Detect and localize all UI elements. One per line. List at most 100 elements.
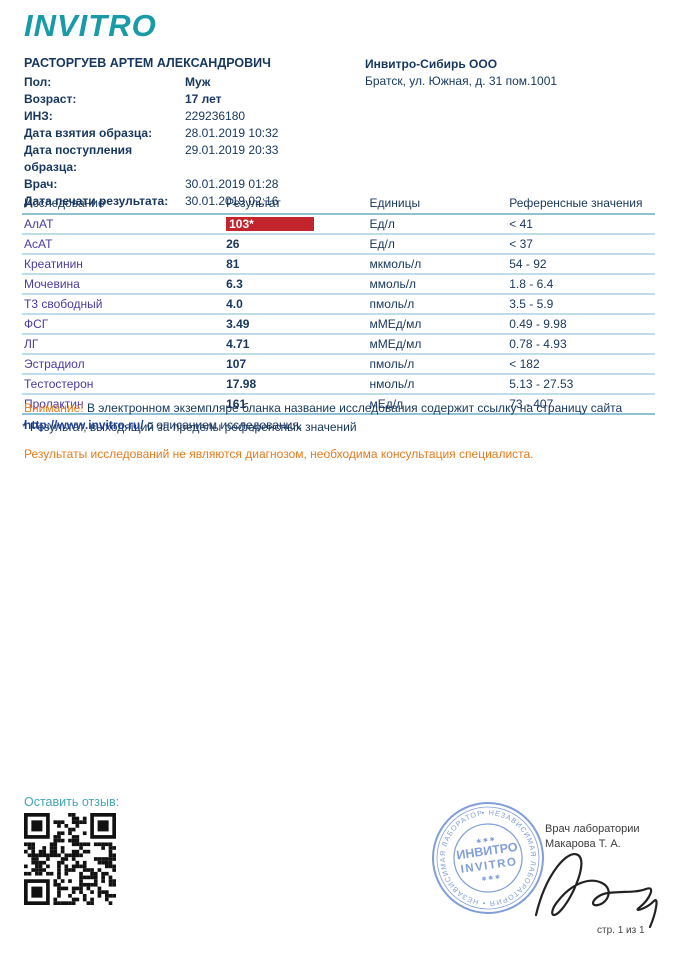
patient-field-value: 229236180	[185, 109, 246, 123]
result-value: 81	[226, 257, 240, 271]
attention-label: Внимание!	[24, 401, 84, 415]
test-name-link[interactable]: ФСГ	[24, 317, 49, 331]
patient-field-value: Муж	[185, 75, 211, 89]
result-row: Т3 свободный 4.0 пмоль/л 3.5 - 5.9	[22, 294, 655, 315]
doctor-signature	[534, 853, 658, 929]
invitro-stamp: • НЕЗАВИСИМАЯ ЛАБОРАТОРИЯ • НЕЗАВИСИМАЯ …	[420, 790, 544, 916]
result-value: 6.3	[226, 277, 243, 291]
patient-field-row: Врач: 30.01.2019 01:28	[24, 176, 278, 193]
results-table: Исследование Результат Единицы Референсн…	[22, 194, 655, 415]
test-name-link[interactable]: АлАТ	[24, 217, 54, 231]
qr-code	[24, 813, 116, 905]
patient-name: РАСТОРГУЕВ АРТЕМ АЛЕКСАНДРОВИЧ	[24, 56, 271, 70]
result-reference: 54 - 92	[507, 254, 655, 275]
result-row: АлАТ 103* Ед/л < 41	[22, 214, 655, 235]
result-units: пмоль/л	[367, 294, 508, 315]
doctor-title: Врач лаборатории	[545, 823, 640, 835]
test-name-link[interactable]: ЛГ	[24, 337, 39, 351]
result-value: 4.71	[226, 337, 250, 351]
result-units: мМЕд/мл	[367, 334, 508, 355]
result-value: 3.49	[226, 317, 250, 331]
attention-tail: с описанием исследования.	[143, 417, 303, 432]
feedback-label: Оставить отзыв:	[24, 795, 120, 809]
result-value: 107	[226, 357, 247, 371]
patient-field-value: 28.01.2019 10:32	[185, 126, 279, 140]
result-row: ЛГ 4.71 мМЕд/мл 0.78 - 4.93	[22, 334, 655, 355]
test-name-link[interactable]: Креатинин	[24, 257, 83, 271]
test-name-link[interactable]: Тестостерон	[24, 377, 94, 391]
svg-text:✱ ✱ ✱: ✱ ✱ ✱	[476, 836, 495, 845]
result-reference: < 41	[507, 214, 655, 235]
result-row: Мочевина 6.3 ммоль/л 1.8 - 6.4	[22, 274, 655, 295]
result-value: 4.0	[226, 297, 243, 311]
patient-fields: Пол: Муж Возраст: 17 лет ИНЗ: 229236180 Дата в…	[24, 74, 278, 210]
organization-address: Братск, ул. Южная, д. 31 пом.1001	[365, 74, 558, 88]
result-units: мЕд/л	[367, 394, 508, 415]
patient-field-row: Пол: Муж	[24, 74, 278, 91]
patient-field-label: Пол:	[24, 75, 52, 89]
header-units: Единицы	[367, 194, 508, 215]
results-body: АлАТ 103* Ед/л < 41 АсАТ 26 Ед/л < 37 Креатинин 8…	[22, 214, 655, 415]
patient-field-row: ИНЗ: 229236180	[24, 108, 278, 125]
result-reference: < 37	[507, 234, 655, 255]
result-value-flagged: 103*	[226, 217, 315, 231]
result-units: Ед/л	[367, 214, 508, 235]
patient-field-value: 29.01.2019 20:33	[185, 143, 279, 157]
patient-field-row: Возраст: 17 лет	[24, 91, 278, 108]
doctor-block: Врач лаборатории Макарова Т. А.	[545, 822, 640, 852]
result-row: Эстрадиол 107 пмоль/л < 182	[22, 354, 655, 375]
patient-field-row: Дата взятия образца: 28.01.2019 10:32	[24, 125, 278, 142]
patient-field-label: ИНЗ:	[24, 109, 53, 123]
result-reference: 0.49 - 9.98	[507, 314, 655, 335]
header-reference: Референсные значения	[507, 194, 655, 215]
result-units: пмоль/л	[367, 354, 508, 375]
result-reference: 73 - 407	[507, 394, 655, 415]
header-test: Исследование	[22, 194, 225, 215]
result-reference: 3.5 - 5.9	[507, 294, 655, 315]
disclaimer-notice: Результаты исследований не являются диаг…	[24, 446, 534, 461]
result-units: мМЕд/мл	[367, 314, 508, 335]
patient-field-row: Дата поступления образца: 29.01.2019 20:3…	[24, 142, 278, 176]
header-result: Результат	[224, 194, 368, 215]
result-units: нмоль/л	[367, 374, 508, 395]
results-section: Исследование Результат Единицы Референсн…	[22, 194, 655, 434]
invitro-site-link[interactable]: http://www.invitro.ru/	[24, 417, 144, 432]
result-row: Пролактин 161 мЕд/л 73 - 407	[22, 394, 655, 415]
test-name-link[interactable]: Эстрадиол	[24, 357, 85, 371]
result-row: ФСГ 3.49 мМЕд/мл 0.49 - 9.98	[22, 314, 655, 335]
result-reference: 1.8 - 6.4	[507, 274, 655, 295]
svg-text:✱ ✱ ✱: ✱ ✱ ✱	[481, 874, 500, 883]
invitro-logo: INVITRO	[24, 8, 157, 43]
notices-block: Внимание! В электронном экземпляре бланк…	[24, 400, 649, 462]
patient-field-label: Врач:	[24, 177, 58, 191]
result-row: Креатинин 81 мкмоль/л 54 - 92	[22, 254, 655, 275]
result-row: Тестостерон 17.98 нмоль/л 5.13 - 27.53	[22, 374, 655, 395]
organization-block: Инвитро-Сибирь ООО Братск, ул. Южная, д.…	[365, 56, 557, 90]
result-value: 161	[226, 397, 247, 411]
result-units: мкмоль/л	[367, 254, 508, 275]
result-value: 17.98	[226, 377, 257, 391]
organization-name: Инвитро-Сибирь ООО	[365, 57, 498, 71]
test-name-link[interactable]: Т3 свободный	[24, 297, 103, 311]
patient-field-label: Возраст:	[24, 92, 77, 106]
test-name-link[interactable]: АсАТ	[24, 237, 53, 251]
doctor-name: Макарова Т. А.	[545, 838, 621, 850]
result-units: ммоль/л	[367, 274, 508, 295]
attention-text: В электронном экземпляре бланка название…	[83, 401, 623, 415]
results-header-row: Исследование Результат Единицы Референсн…	[22, 194, 655, 215]
result-reference: 5.13 - 27.53	[507, 374, 655, 395]
patient-field-label: Дата взятия образца:	[24, 126, 153, 140]
result-reference: 0.78 - 4.93	[507, 334, 655, 355]
patient-field-value: 17 лет	[185, 92, 222, 106]
attention-notice: Внимание! В электронном экземпляре бланк…	[24, 400, 649, 434]
result-row: АсАТ 26 Ед/л < 37	[22, 234, 655, 255]
result-units: Ед/л	[367, 234, 508, 255]
result-reference: < 182	[507, 354, 655, 375]
page-number: стр. 1 из 1	[597, 925, 645, 936]
table-footnote: * Результат, выходящий за пределы рефере…	[22, 420, 357, 434]
test-name-link[interactable]: Мочевина	[24, 277, 80, 291]
test-name-link[interactable]: Пролактин	[24, 397, 84, 411]
patient-field-value: 30.01.2019 01:28	[185, 177, 279, 191]
patient-field-label: Дата поступления образца:	[24, 143, 133, 174]
